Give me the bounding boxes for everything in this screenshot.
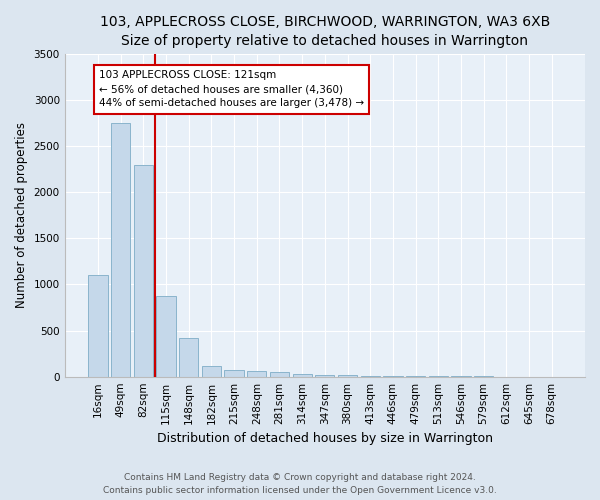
Title: 103, APPLECROSS CLOSE, BIRCHWOOD, WARRINGTON, WA3 6XB
Size of property relative : 103, APPLECROSS CLOSE, BIRCHWOOD, WARRIN… [100,15,550,48]
Bar [202,366,221,376]
Bar [224,370,244,376]
Bar [315,375,334,376]
Text: 103 APPLECROSS CLOSE: 121sqm
← 56% of detached houses are smaller (4,360)
44% of: 103 APPLECROSS CLOSE: 121sqm ← 56% of de… [99,70,364,108]
Bar [134,164,153,376]
Bar [179,338,199,376]
Y-axis label: Number of detached properties: Number of detached properties [15,122,28,308]
X-axis label: Distribution of detached houses by size in Warrington: Distribution of detached houses by size … [157,432,493,445]
Bar [247,371,266,376]
Bar [111,123,130,376]
Bar [88,275,107,376]
Bar [293,374,312,376]
Text: Contains HM Land Registry data © Crown copyright and database right 2024.
Contai: Contains HM Land Registry data © Crown c… [103,474,497,495]
Bar [270,372,289,376]
Bar [157,296,176,376]
